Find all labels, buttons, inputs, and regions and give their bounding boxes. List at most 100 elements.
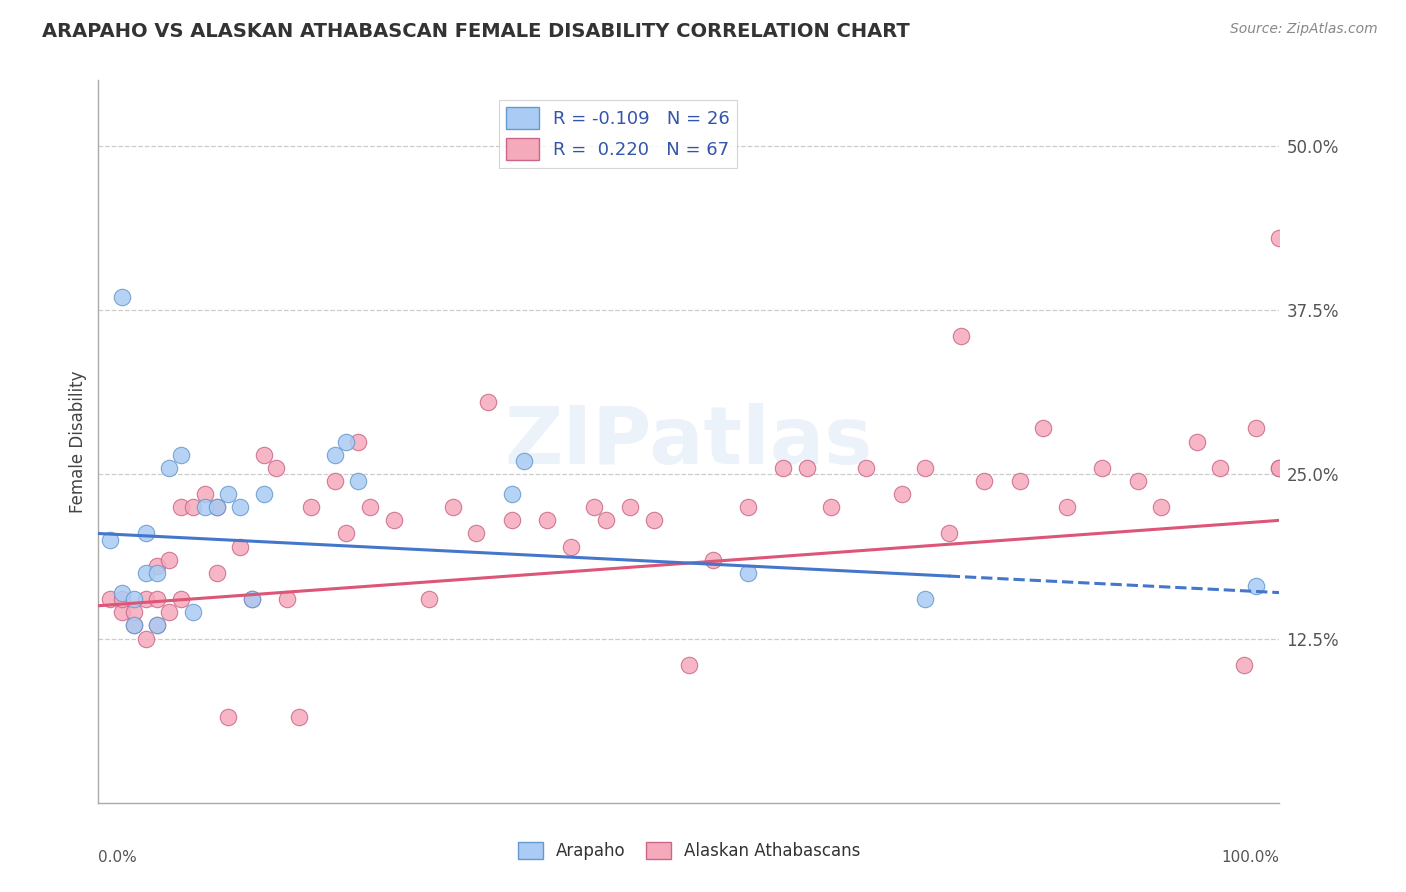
Point xyxy=(229,500,252,515)
Point xyxy=(253,448,276,462)
Point xyxy=(122,605,145,619)
Point xyxy=(181,605,204,619)
Y-axis label: Female Disability: Female Disability xyxy=(69,370,87,513)
Point xyxy=(111,585,134,599)
Point xyxy=(146,618,169,632)
Point xyxy=(205,500,228,515)
Point xyxy=(335,526,357,541)
Point xyxy=(335,434,357,449)
Point xyxy=(973,474,995,488)
Point xyxy=(111,290,134,304)
Point xyxy=(465,526,488,541)
Point xyxy=(1268,460,1291,475)
Point xyxy=(702,553,724,567)
Point xyxy=(501,513,523,527)
Text: ARAPAHO VS ALASKAN ATHABASCAN FEMALE DISABILITY CORRELATION CHART: ARAPAHO VS ALASKAN ATHABASCAN FEMALE DIS… xyxy=(42,22,910,41)
Point xyxy=(583,500,606,515)
Point xyxy=(111,592,134,607)
Point xyxy=(1008,474,1031,488)
Point xyxy=(1244,421,1267,435)
Point xyxy=(240,592,263,607)
Point xyxy=(122,592,145,607)
Point xyxy=(949,329,972,343)
Point xyxy=(536,513,558,527)
Text: 100.0%: 100.0% xyxy=(1222,850,1279,864)
Point xyxy=(135,566,157,580)
Point xyxy=(1185,434,1208,449)
Point xyxy=(1150,500,1173,515)
Point xyxy=(855,460,877,475)
Point xyxy=(229,540,252,554)
Point xyxy=(111,605,134,619)
Point xyxy=(146,559,169,574)
Point xyxy=(205,566,228,580)
Point xyxy=(217,710,239,724)
Point xyxy=(441,500,464,515)
Point xyxy=(914,592,936,607)
Point xyxy=(157,605,180,619)
Point xyxy=(1233,657,1256,672)
Point xyxy=(299,500,322,515)
Point xyxy=(135,592,157,607)
Point xyxy=(146,618,169,632)
Point xyxy=(347,474,370,488)
Point xyxy=(194,500,217,515)
Point xyxy=(157,460,180,475)
Point xyxy=(772,460,794,475)
Point xyxy=(1268,231,1291,245)
Point xyxy=(217,487,239,501)
Point xyxy=(122,618,145,632)
Point xyxy=(560,540,582,554)
Point xyxy=(205,500,228,515)
Point xyxy=(1209,460,1232,475)
Point xyxy=(98,533,121,547)
Point xyxy=(619,500,641,515)
Point xyxy=(1126,474,1149,488)
Point xyxy=(157,553,180,567)
Point xyxy=(501,487,523,501)
Point xyxy=(1091,460,1114,475)
Point xyxy=(135,526,157,541)
Point xyxy=(347,434,370,449)
Point xyxy=(820,500,842,515)
Point xyxy=(914,460,936,475)
Point xyxy=(170,448,193,462)
Point xyxy=(170,592,193,607)
Point xyxy=(890,487,912,501)
Point xyxy=(418,592,440,607)
Point xyxy=(382,513,405,527)
Point xyxy=(194,487,217,501)
Point xyxy=(1244,579,1267,593)
Point xyxy=(359,500,381,515)
Point xyxy=(323,474,346,488)
Point xyxy=(796,460,818,475)
Point xyxy=(146,566,169,580)
Point xyxy=(288,710,311,724)
Point xyxy=(938,526,960,541)
Point xyxy=(323,448,346,462)
Legend: Arapaho, Alaskan Athabascans: Arapaho, Alaskan Athabascans xyxy=(510,835,868,867)
Point xyxy=(595,513,617,527)
Point xyxy=(122,618,145,632)
Text: ZIPatlas: ZIPatlas xyxy=(505,402,873,481)
Point xyxy=(1268,460,1291,475)
Point xyxy=(737,500,759,515)
Text: Source: ZipAtlas.com: Source: ZipAtlas.com xyxy=(1230,22,1378,37)
Point xyxy=(1032,421,1054,435)
Point xyxy=(643,513,665,527)
Point xyxy=(253,487,276,501)
Point xyxy=(477,395,499,409)
Point xyxy=(264,460,287,475)
Point xyxy=(240,592,263,607)
Point xyxy=(170,500,193,515)
Point xyxy=(1056,500,1078,515)
Point xyxy=(678,657,700,672)
Point xyxy=(135,632,157,646)
Point xyxy=(146,592,169,607)
Point xyxy=(737,566,759,580)
Point xyxy=(98,592,121,607)
Text: 0.0%: 0.0% xyxy=(98,850,138,864)
Point xyxy=(512,454,534,468)
Point xyxy=(181,500,204,515)
Point xyxy=(276,592,298,607)
